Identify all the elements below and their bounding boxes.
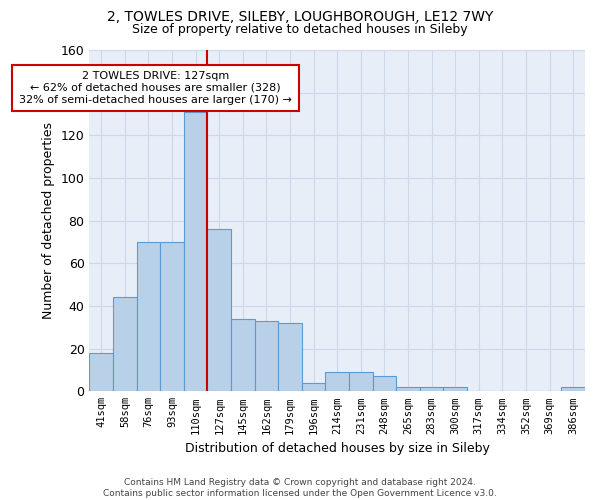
Y-axis label: Number of detached properties: Number of detached properties [42, 122, 55, 319]
Text: Size of property relative to detached houses in Sileby: Size of property relative to detached ho… [132, 22, 468, 36]
X-axis label: Distribution of detached houses by size in Sileby: Distribution of detached houses by size … [185, 442, 490, 455]
Bar [396, 387, 420, 392]
Bar [562, 387, 585, 392]
Bar [278, 323, 302, 392]
Text: 2 TOWLES DRIVE: 127sqm
← 62% of detached houses are smaller (328)
32% of semi-de: 2 TOWLES DRIVE: 127sqm ← 62% of detached… [19, 72, 292, 104]
Bar [137, 242, 160, 392]
Bar [325, 372, 349, 392]
Bar [443, 387, 467, 392]
Bar [89, 353, 113, 392]
Bar [302, 383, 325, 392]
Bar [373, 376, 396, 392]
Bar [184, 112, 208, 392]
Bar [208, 229, 231, 392]
Bar [160, 242, 184, 392]
Bar [113, 298, 137, 392]
Bar [420, 387, 443, 392]
Text: 2, TOWLES DRIVE, SILEBY, LOUGHBOROUGH, LE12 7WY: 2, TOWLES DRIVE, SILEBY, LOUGHBOROUGH, L… [107, 10, 493, 24]
Text: Contains HM Land Registry data © Crown copyright and database right 2024.
Contai: Contains HM Land Registry data © Crown c… [103, 478, 497, 498]
Bar [231, 319, 254, 392]
Bar [349, 372, 373, 392]
Bar [254, 321, 278, 392]
